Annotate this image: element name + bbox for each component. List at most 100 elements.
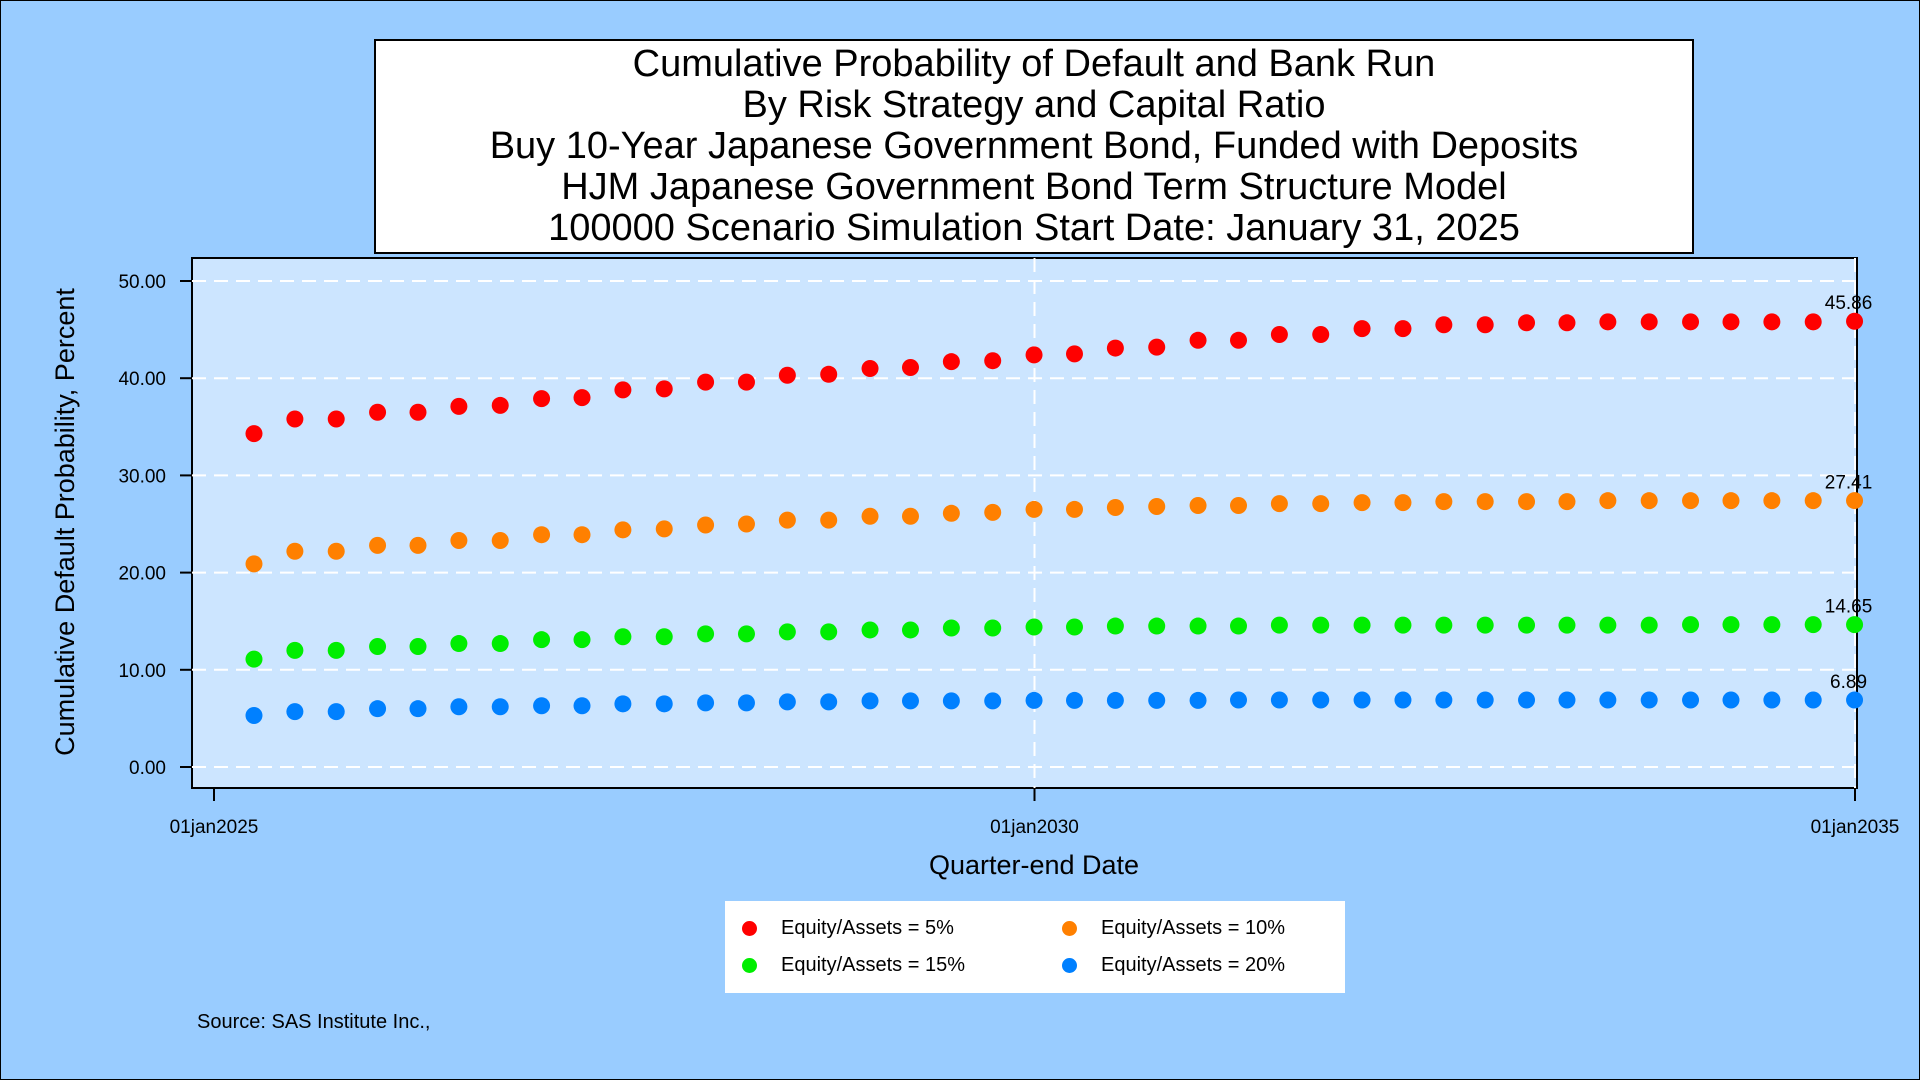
- data-point: [491, 698, 509, 716]
- chart-title-line-4: HJM Japanese Government Bond Term Struct…: [561, 166, 1507, 208]
- data-point: [737, 625, 755, 643]
- data-point: [697, 516, 715, 534]
- data-point: [942, 619, 960, 637]
- data-point: [1270, 691, 1288, 709]
- data-point: [1763, 492, 1781, 510]
- data-point: [369, 536, 387, 554]
- data-point: [1846, 312, 1864, 330]
- data-point: [1435, 493, 1453, 511]
- data-point: [820, 511, 838, 529]
- data-point: [984, 503, 1002, 521]
- data-point: [1682, 691, 1700, 709]
- y-tick-label: 0.00: [129, 758, 166, 779]
- data-point: [1804, 616, 1822, 634]
- chart-title-box: Cumulative Probability of Default and Ba…: [374, 39, 1694, 254]
- data-point: [1763, 691, 1781, 709]
- data-point: [1476, 316, 1494, 334]
- data-point: [1270, 325, 1288, 343]
- data-point: [286, 410, 304, 428]
- data-point: [1394, 320, 1412, 338]
- legend-marker: [1062, 958, 1077, 973]
- data-point: [1106, 691, 1124, 709]
- data-point: [901, 359, 919, 377]
- data-point: [655, 520, 673, 538]
- data-point: [491, 396, 509, 414]
- data-point: [245, 555, 263, 573]
- legend-item-15pct: Equity/Assets = 15%: [742, 954, 965, 977]
- data-point: [737, 515, 755, 533]
- data-point: [533, 631, 551, 649]
- data-point: [984, 692, 1002, 710]
- data-point: [1353, 494, 1371, 512]
- data-point: [1189, 691, 1207, 709]
- data-point: [1518, 314, 1536, 332]
- data-point: [533, 697, 551, 715]
- data-point: [984, 619, 1002, 637]
- chart-title-line-3: Buy 10-Year Japanese Government Bond, Fu…: [489, 125, 1579, 167]
- data-point: [573, 526, 591, 544]
- data-point: [533, 390, 551, 408]
- data-point: [1599, 313, 1617, 331]
- chart-title-line-5: 100000 Scenario Simulation Start Date: J…: [548, 207, 1520, 249]
- data-point: [1722, 616, 1740, 634]
- y-axis-label: Cumulative Default Probability, Percent: [50, 288, 80, 756]
- data-point: [655, 628, 673, 646]
- data-point: [369, 700, 387, 718]
- data-point: [1394, 616, 1412, 634]
- data-point: [1312, 616, 1330, 634]
- y-tick-label: 30.00: [118, 466, 166, 487]
- data-point: [820, 693, 838, 711]
- axis-layer: 0.00 10.00 20.00 30.00 40.00 50.00 01jan2025 01…: [118, 272, 1899, 838]
- data-point: [1148, 617, 1166, 635]
- data-point: [1682, 313, 1700, 331]
- data-point: [1558, 616, 1576, 634]
- data-point: [1846, 492, 1864, 510]
- x-tick-label: 01jan2035: [1811, 817, 1900, 838]
- data-point: [1065, 500, 1083, 518]
- data-point: [1518, 493, 1536, 511]
- data-point: [1763, 313, 1781, 331]
- data-point: [942, 692, 960, 710]
- data-point: [1148, 498, 1166, 516]
- data-point: [1065, 618, 1083, 636]
- legend: Equity/Assets = 5% Equity/Assets = 10% E…: [725, 901, 1345, 993]
- y-tick-label: 10.00: [118, 661, 166, 682]
- data-point: [1148, 691, 1166, 709]
- legend-marker: [742, 958, 757, 973]
- data-point: [1065, 345, 1083, 363]
- data-point: [409, 637, 427, 655]
- data-point: [1722, 313, 1740, 331]
- data-point: [1682, 492, 1700, 510]
- legend-item-20pct: Equity/Assets = 20%: [1062, 954, 1285, 977]
- data-point: [1640, 616, 1658, 634]
- data-point: [1106, 339, 1124, 357]
- data-point: [1599, 492, 1617, 510]
- data-point: [409, 700, 427, 718]
- legend-item-5pct: Equity/Assets = 5%: [742, 917, 954, 940]
- data-point: [1270, 495, 1288, 513]
- data-point: [1558, 691, 1576, 709]
- legend-label: Equity/Assets = 15%: [781, 954, 965, 976]
- chart-title-line-2: By Risk Strategy and Capital Ratio: [742, 84, 1326, 126]
- data-point: [861, 621, 879, 639]
- data-point: [614, 521, 632, 539]
- data-point: [655, 695, 673, 713]
- data-point: [1025, 691, 1043, 709]
- data-point: [1435, 316, 1453, 334]
- data-point: [1394, 494, 1412, 512]
- data-point: [1682, 616, 1700, 634]
- data-point: [1518, 616, 1536, 634]
- data-point: [1025, 500, 1043, 518]
- data-point: [778, 693, 796, 711]
- data-point: [901, 507, 919, 525]
- data-point: [1189, 497, 1207, 515]
- y-tick-label: 40.00: [118, 369, 166, 390]
- data-point: [861, 507, 879, 525]
- data-point: [901, 621, 919, 639]
- data-point: [245, 425, 263, 443]
- data-point: [1353, 691, 1371, 709]
- data-point: [327, 410, 345, 428]
- data-point: [697, 694, 715, 712]
- data-point: [1846, 691, 1864, 709]
- legend-label: Equity/Assets = 5%: [781, 917, 954, 939]
